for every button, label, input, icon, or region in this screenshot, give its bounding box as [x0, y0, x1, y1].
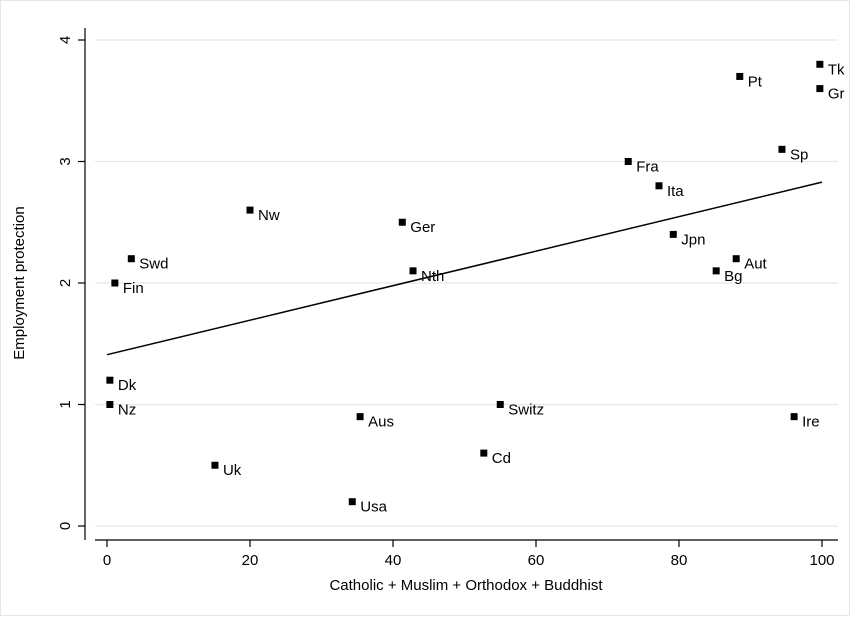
point	[732, 255, 740, 263]
point	[409, 267, 417, 275]
point-label: Nz	[118, 401, 136, 418]
y-tick-label: 2	[57, 279, 74, 287]
point-label: Fin	[123, 280, 144, 297]
point-label: Sp	[790, 146, 808, 163]
x-tick-label: 60	[528, 552, 545, 569]
y-tick-label: 4	[57, 36, 74, 44]
point-label: Uk	[223, 462, 242, 479]
point-label: Fra	[636, 158, 659, 175]
point	[624, 158, 632, 165]
point	[496, 401, 504, 408]
point-label: Ire	[802, 414, 820, 431]
point-label: Jpn	[681, 231, 705, 248]
y-tick-label: 0	[57, 522, 74, 530]
point	[111, 279, 119, 287]
fit-line	[106, 181, 823, 356]
point-label: Nth	[421, 268, 444, 285]
point-label: Swd	[139, 256, 168, 273]
point	[790, 413, 798, 421]
point	[106, 376, 114, 384]
y-axis-title: Employment protection	[11, 206, 28, 359]
point	[398, 218, 406, 226]
point-label: Aut	[744, 256, 767, 273]
point-label: Ita	[667, 183, 684, 200]
y-tick-label: 1	[57, 400, 74, 408]
point-label: Ger	[410, 219, 435, 236]
y-tick-label: 3	[57, 157, 74, 165]
point-label: Pt	[748, 73, 763, 90]
point	[816, 60, 824, 68]
point-label: Gr	[828, 86, 845, 103]
point	[778, 145, 786, 153]
point-label: Nw	[258, 207, 280, 224]
point	[736, 72, 744, 80]
point	[655, 182, 663, 190]
x-axis-title: Catholic + Muslim + Orthodox + Buddhist	[329, 577, 603, 594]
point	[480, 449, 488, 457]
point	[106, 401, 114, 408]
point	[816, 85, 824, 93]
x-tick-label: 0	[103, 552, 111, 569]
point-label: Usa	[360, 499, 387, 516]
point	[127, 255, 135, 263]
x-tick-label: 80	[671, 552, 688, 569]
point-label: Switz	[508, 401, 544, 418]
point	[211, 461, 219, 469]
point	[348, 498, 356, 506]
x-tick-label: 20	[242, 552, 259, 569]
point-label: Dk	[118, 377, 137, 394]
x-tick-label: 100	[809, 552, 834, 569]
point-label: Bg	[724, 268, 742, 285]
point	[246, 206, 254, 214]
point	[669, 230, 677, 238]
point-label: Cd	[492, 450, 511, 467]
point	[712, 267, 720, 275]
point-label: Tk	[828, 61, 845, 78]
x-tick-label: 40	[385, 552, 402, 569]
point-label: Aus	[368, 414, 394, 431]
point	[356, 413, 364, 421]
